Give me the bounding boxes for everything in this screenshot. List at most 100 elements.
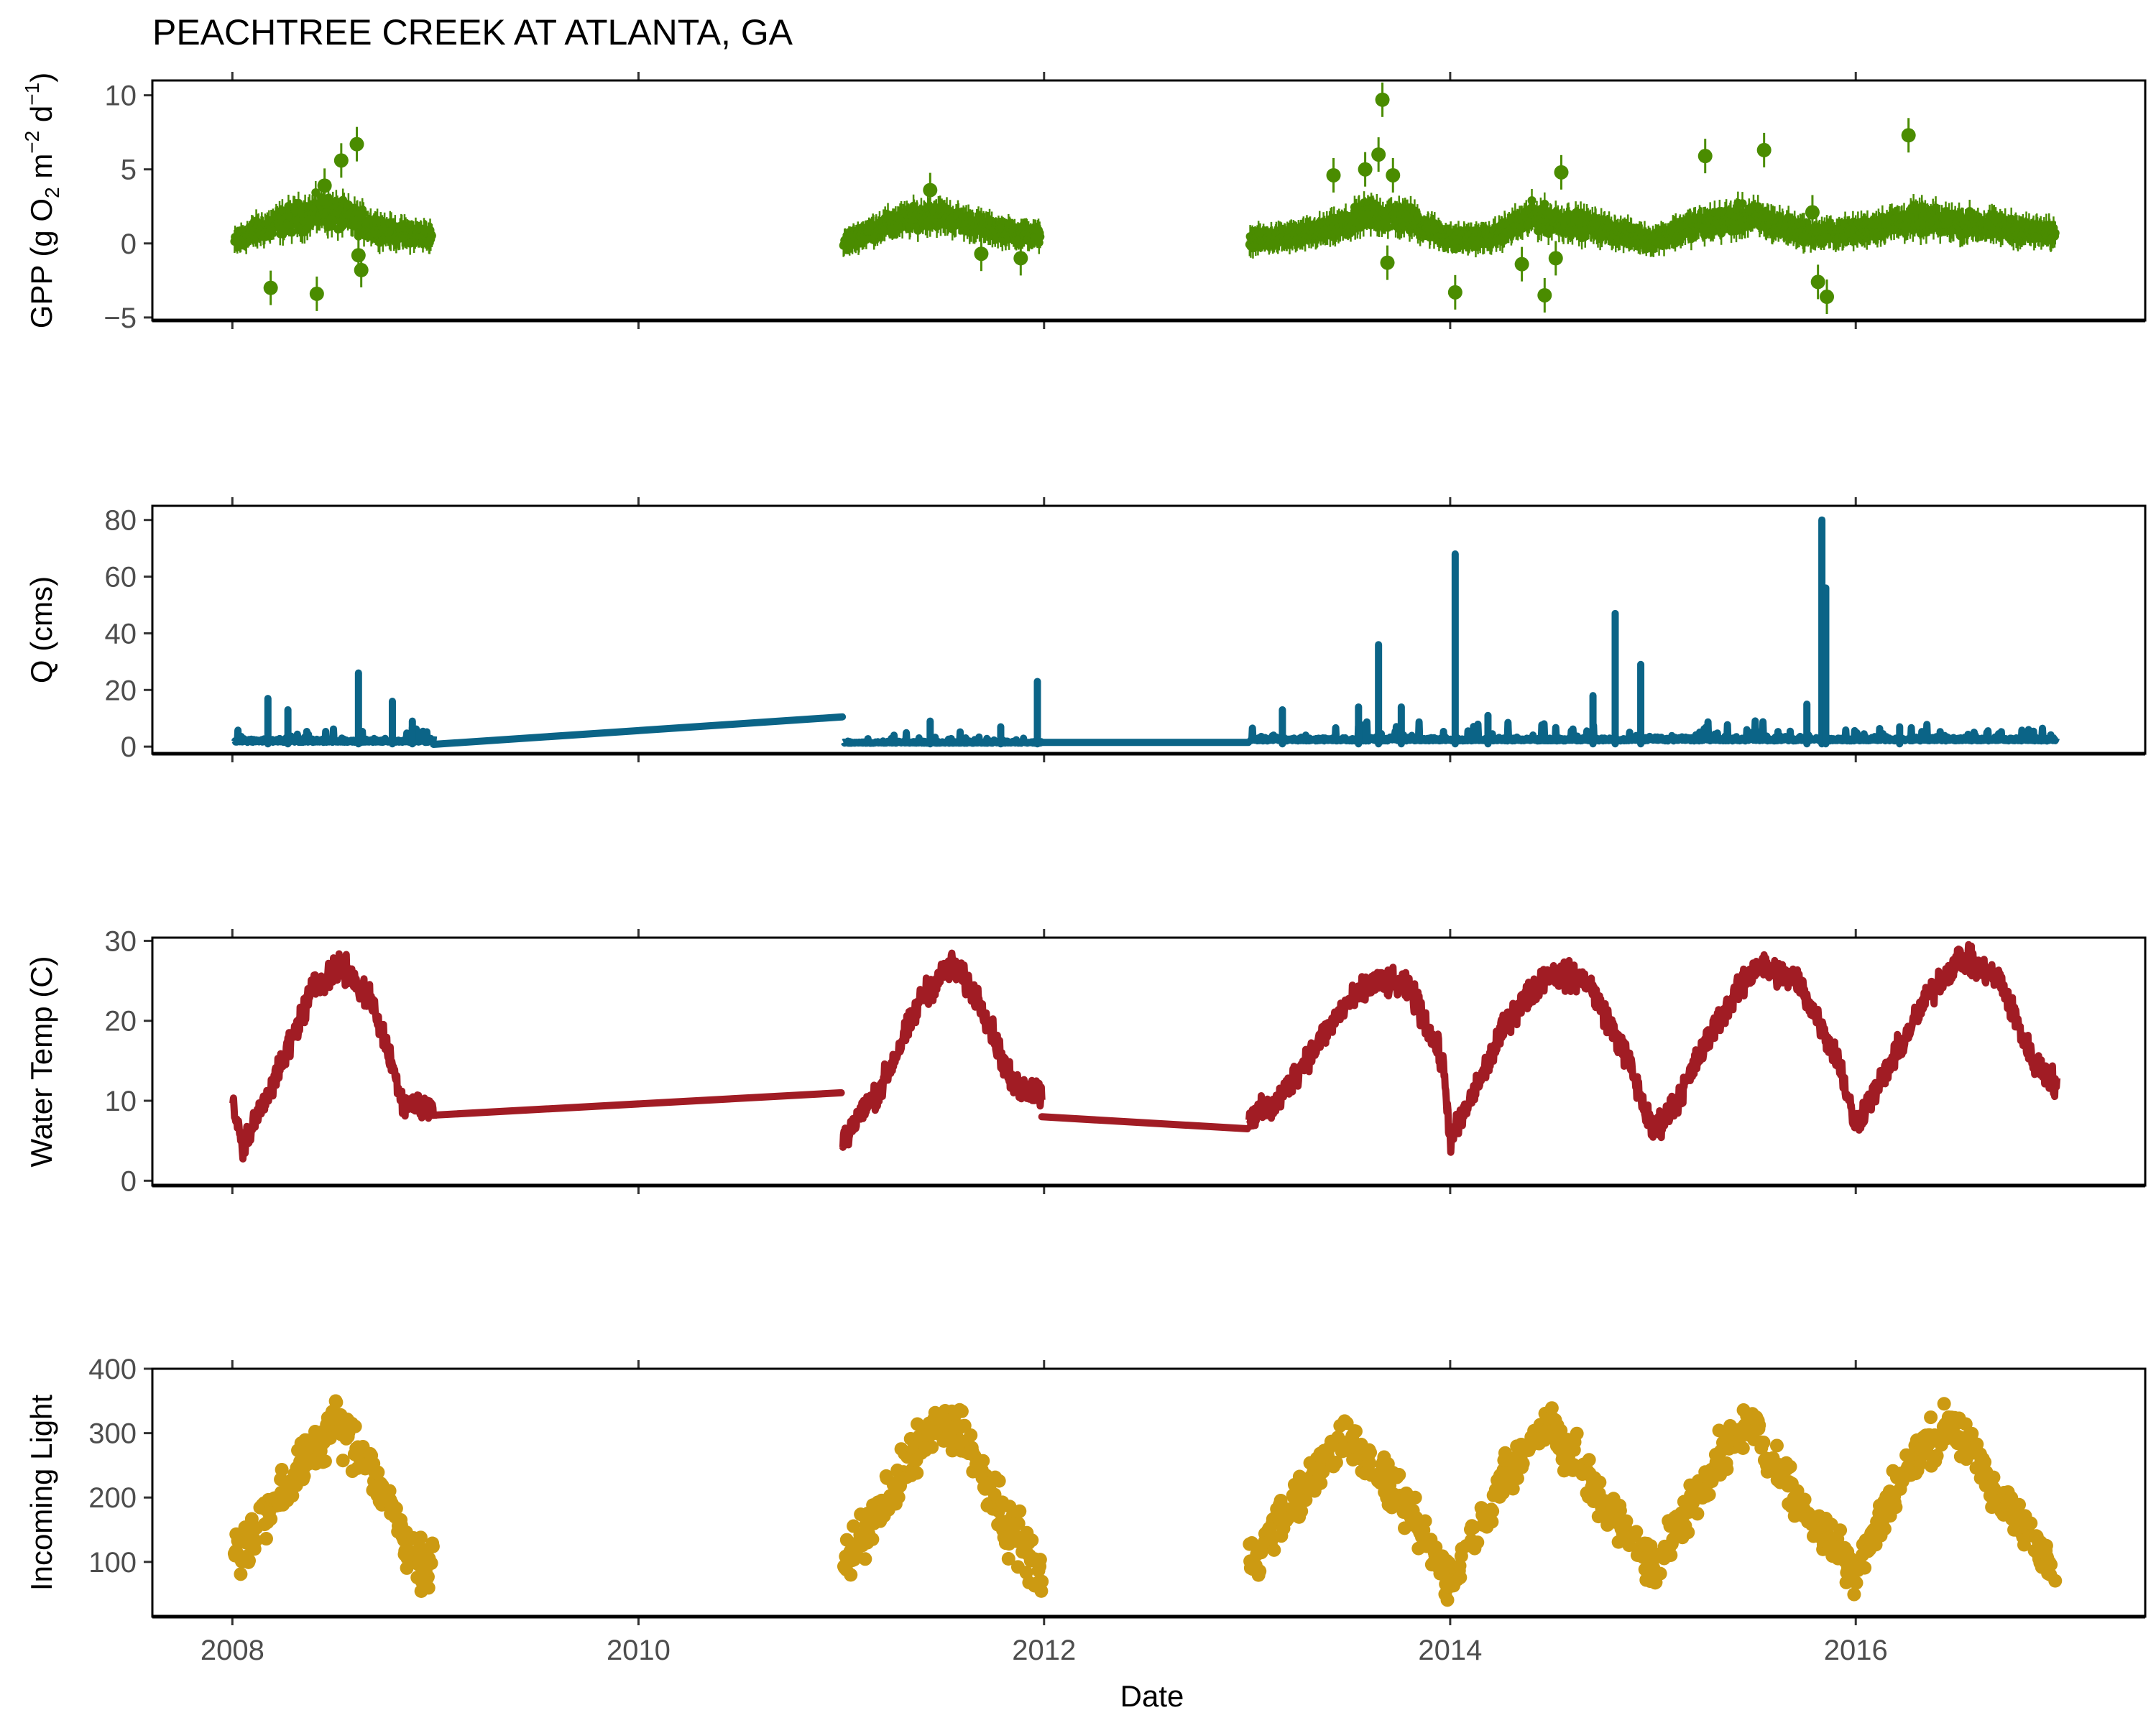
gpp-outlier-point	[1371, 147, 1386, 162]
light-point	[414, 1530, 428, 1544]
light-point	[858, 1552, 872, 1566]
gpp-outlier-point	[354, 263, 369, 277]
y-tick-label: 20	[105, 675, 137, 706]
gpp-outlier-point	[310, 287, 324, 301]
y-tick-label: 10	[105, 1086, 137, 1117]
y-tick-label: −5	[103, 302, 137, 334]
water-temp-gap-connector	[1042, 1117, 1248, 1129]
light-point	[1253, 1564, 1266, 1578]
gpp-outlier-point	[264, 281, 278, 295]
gpp-outlier-point	[974, 246, 988, 261]
gpp-point	[1036, 232, 1044, 241]
water-temp-line-2	[1248, 945, 2057, 1152]
light-point	[426, 1540, 440, 1553]
plot-title: PEACHTREE CREEK AT ATLANTA, GA	[152, 12, 793, 52]
discharge-gap-connector	[433, 717, 842, 744]
gpp-outlier-point	[1448, 285, 1462, 300]
y-tick-label: 40	[105, 618, 137, 650]
light-point	[234, 1567, 247, 1581]
gpp-outlier-point	[1549, 251, 1563, 265]
gpp-outlier-point	[349, 137, 364, 152]
x-axis-title: Date	[1120, 1679, 1184, 1713]
gpp-outlier-point	[1327, 168, 1341, 182]
light-point	[955, 1405, 969, 1418]
gpp-outlier-point	[1537, 288, 1552, 302]
panel-data-light	[228, 1395, 2062, 1607]
gpp-outlier-point	[1013, 251, 1028, 265]
light-point	[976, 1454, 990, 1468]
gpp-outlier-point	[1811, 274, 1825, 289]
gpp-outlier-point	[1757, 143, 1772, 157]
y-axis-title-part: m	[24, 154, 58, 188]
y-tick-label: 60	[105, 562, 137, 593]
y-tick-label: 0	[121, 228, 137, 260]
gpp-outlier-point	[318, 178, 332, 193]
light-point	[329, 1395, 343, 1409]
y-axis-title-part: GPP (g O	[24, 198, 58, 328]
y-tick-label: 20	[105, 1006, 137, 1038]
panel-discharge: 0 20 40 60 80 Q (cms)	[24, 497, 2145, 763]
y-axis-title: Q (cms)	[24, 576, 58, 683]
gpp-outlier-point	[923, 183, 937, 198]
gpp-outlier-point	[1698, 149, 1713, 163]
y-tick-label: 0	[121, 1165, 137, 1197]
light-point	[242, 1554, 256, 1568]
gpp-outlier-point	[1376, 93, 1390, 107]
panel-border	[152, 80, 2145, 320]
discharge-line-2	[1250, 721, 2057, 741]
y-tick-label: 80	[105, 505, 137, 537]
light-point	[992, 1474, 1006, 1488]
light-point	[1025, 1533, 1038, 1547]
gpp-outlier-point	[1902, 128, 1916, 142]
panel-data-discharge	[234, 520, 2057, 744]
gpp-outlier-point	[1820, 290, 1834, 304]
y-axis-title-part: )	[24, 73, 58, 83]
panel-border	[152, 506, 2145, 754]
y-axis-title: GPP (g O2 m−2 d−1)	[21, 73, 63, 328]
light-point	[318, 1454, 332, 1468]
gpp-point	[428, 231, 436, 240]
light-point	[925, 1441, 939, 1454]
y-tick-label: 30	[105, 925, 137, 957]
light-point	[964, 1428, 977, 1442]
light-point	[1314, 1477, 1327, 1490]
light-point	[844, 1568, 857, 1581]
gpp-outlier-point	[1381, 256, 1395, 270]
panel-border	[152, 938, 2145, 1186]
light-point	[865, 1533, 879, 1546]
light-point	[1035, 1575, 1049, 1589]
light-point	[259, 1532, 273, 1546]
light-point	[275, 1463, 289, 1477]
water-temp-line-1	[842, 953, 1042, 1147]
discharge-line-1	[844, 732, 1042, 744]
light-point	[336, 1454, 350, 1467]
gpp-outlier-point	[1358, 162, 1373, 177]
light-point	[264, 1512, 277, 1526]
panel-data-water_temp	[232, 945, 2057, 1159]
light-point	[1013, 1505, 1026, 1518]
y-axis-title-part: −1	[21, 83, 43, 106]
water-temp-line-0	[232, 954, 433, 1160]
light-point	[1033, 1553, 1047, 1566]
gpp-outlier-point	[1386, 168, 1400, 182]
light-point	[892, 1490, 906, 1504]
y-tick-label: 0	[121, 731, 137, 763]
water-temp-gap-connector	[433, 1093, 841, 1115]
gpp-outlier-point	[351, 248, 366, 262]
y-axis-title-part: d	[24, 106, 58, 131]
light-point	[1267, 1543, 1281, 1557]
y-tick-label: 10	[105, 80, 137, 112]
light-point	[349, 1420, 362, 1433]
gpp-outlier-point	[1515, 257, 1529, 272]
gpp-point	[2051, 228, 2060, 237]
y-axis-title: Water Temp (C)	[24, 956, 58, 1167]
gpp-outlier-point	[1805, 205, 1820, 219]
gpp-outlier-point	[334, 153, 349, 167]
panel-water_temp: 0 10 20 30 Water Temp (C)	[24, 925, 2145, 1197]
y-axis-title-part: −2	[21, 131, 43, 154]
gpp-outlier-point	[1554, 165, 1569, 180]
